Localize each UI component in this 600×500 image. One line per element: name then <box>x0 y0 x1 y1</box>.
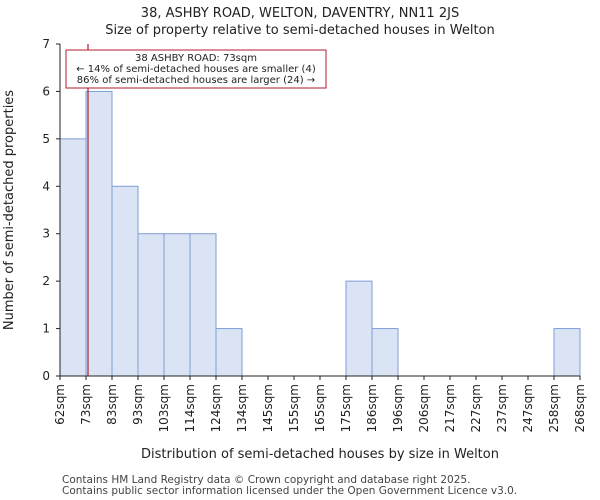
x-tick-label: 206sqm <box>417 384 431 432</box>
x-tick-label: 258sqm <box>547 384 561 432</box>
x-tick-label: 268sqm <box>573 384 587 432</box>
y-tick-label: 2 <box>42 274 50 288</box>
bar-124sqm <box>215 328 243 377</box>
x-ticks-group: 62sqm 73sqm 83sqm 93sqm 103sqm 114sqm 124sqm 13… <box>53 376 587 432</box>
x-tick-label: 196sqm <box>391 384 405 432</box>
y-ticks-group: 0 1 2 3 4 5 6 7 <box>42 37 60 383</box>
bar-175sqm <box>345 280 373 377</box>
bar-73sqm <box>85 90 113 377</box>
x-tick-label: 93sqm <box>131 384 145 425</box>
x-tick-label: 114sqm <box>183 384 197 432</box>
bar-93sqm <box>137 233 165 377</box>
x-tick-label: 155sqm <box>287 384 301 432</box>
x-axis-label: Distribution of semi-detached houses by … <box>141 447 499 462</box>
bar-258sqm <box>553 328 581 377</box>
x-tick-label: 237sqm <box>495 384 509 432</box>
bar-186sqm <box>371 328 399 377</box>
x-tick-label: 175sqm <box>339 384 353 432</box>
annotation-box <box>65 49 327 89</box>
chart-title: 38, ASHBY ROAD, WELTON, DAVENTRY, NN11 2… <box>141 6 459 21</box>
x-tick-label: 73sqm <box>79 384 93 425</box>
x-tick-label: 103sqm <box>157 384 171 432</box>
y-tick-label: 4 <box>42 179 50 193</box>
footer-licence: Contains public sector information licen… <box>62 485 518 497</box>
bars-group <box>59 90 581 377</box>
annotation-line-2: ← 14% of semi-detached houses are smalle… <box>76 64 316 75</box>
bar-114sqm <box>189 233 217 377</box>
x-tick-label: 62sqm <box>53 384 67 425</box>
x-tick-label: 217sqm <box>443 384 457 432</box>
y-tick-label: 6 <box>42 84 50 98</box>
annotation-line-3: 86% of semi-detached houses are larger (… <box>77 75 315 86</box>
x-tick-label: 186sqm <box>365 384 379 432</box>
bar-103sqm <box>163 233 191 377</box>
y-tick-label: 5 <box>42 132 50 146</box>
x-tick-label: 247sqm <box>521 384 535 432</box>
x-tick-label: 83sqm <box>105 384 119 425</box>
y-tick-label: 3 <box>42 227 50 241</box>
annotation-line-1: 38 ASHBY ROAD: 73sqm <box>135 53 257 64</box>
y-tick-label: 7 <box>42 37 50 51</box>
footer-copyright: Contains HM Land Registry data © Crown c… <box>62 474 471 486</box>
y-axis-label: Number of semi-detached properties <box>2 90 17 330</box>
y-tick-label: 1 <box>42 322 50 336</box>
x-tick-label: 165sqm <box>313 384 327 432</box>
x-tick-label: 134sqm <box>235 384 249 432</box>
bar-62sqm <box>59 138 87 377</box>
bar-83sqm <box>111 185 139 377</box>
x-tick-label: 124sqm <box>209 384 223 432</box>
x-tick-label: 227sqm <box>469 384 483 432</box>
x-tick-label: 145sqm <box>261 384 275 432</box>
y-tick-label: 0 <box>42 369 50 383</box>
chart-subtitle: Size of property relative to semi-detach… <box>105 23 495 38</box>
property-annotation: 38 ASHBY ROAD: 73sqm ← 14% of semi-detac… <box>65 49 327 89</box>
